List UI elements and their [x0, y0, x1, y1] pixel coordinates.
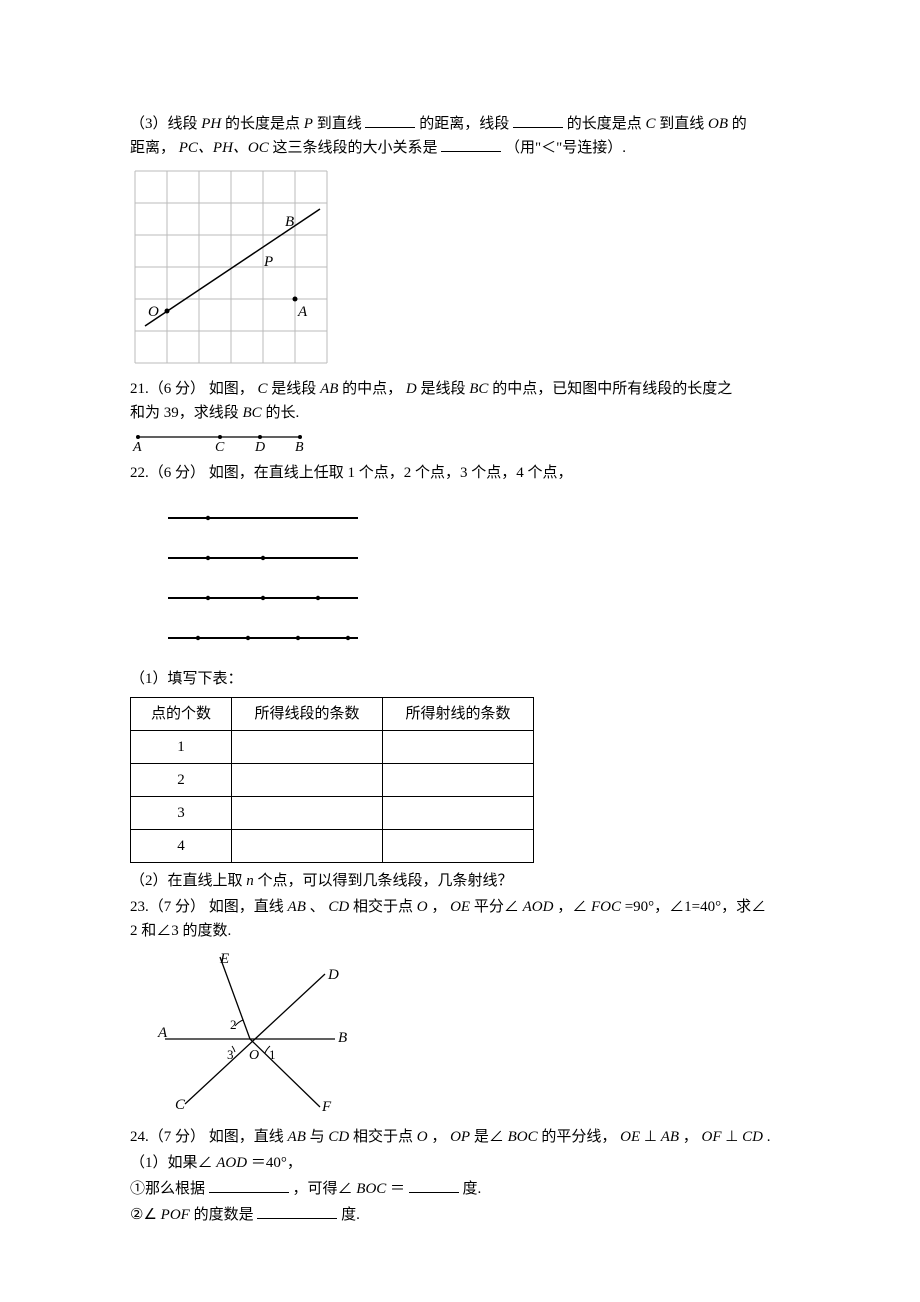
q21: 21.（6 分） 如图， C 是线段 AB 的中点， D 是线段 BC 的中点，… — [130, 377, 790, 425]
col-segments: 所得线段的条数 — [232, 698, 383, 731]
angle-figure: E D A B C F O 2 3 1 — [130, 949, 790, 1119]
label-O: O — [148, 304, 159, 320]
blank-line2[interactable] — [513, 112, 563, 128]
text: 的 — [732, 116, 747, 132]
text: 的中点， — [342, 381, 402, 397]
segs: PC、PH、OC — [179, 140, 269, 156]
text: 的长度是点 — [225, 116, 300, 132]
svg-text:A: A — [157, 1025, 168, 1041]
blank-pof[interactable] — [257, 1203, 337, 1219]
q24-1-i: ①那么根据 ，可得∠ BOC ＝ 度. — [130, 1177, 790, 1201]
q22a: （1）填写下表： — [130, 667, 790, 691]
text: 距离， — [130, 140, 175, 156]
svg-text:O: O — [249, 1048, 259, 1063]
text: 个点，可以得到几条线段，几条射线？ — [258, 873, 513, 889]
qnum: 24.（7 分） — [130, 1129, 205, 1145]
row-3-pts: 3 — [131, 797, 232, 830]
col-points: 点的个数 — [131, 698, 232, 731]
count-table: 点的个数 所得线段的条数 所得射线的条数 1 2 3 4 — [130, 697, 534, 863]
qnum: 21.（6 分） — [130, 381, 205, 397]
svg-text:E: E — [219, 951, 229, 967]
text: 如图，直线 — [209, 899, 284, 915]
D: D — [406, 381, 417, 397]
text: 到直线 — [659, 116, 704, 132]
svg-text:F: F — [321, 1099, 332, 1115]
text: （用"＜"号连接）. — [505, 140, 626, 156]
q22: 22.（6 分） 如图，在直线上任取 1 个点，2 个点，3 个点，4 个点， — [130, 461, 790, 485]
q20c: （3）线段 PH 的长度是点 P 到直线 的距离，线段 的长度是点 C 到直线 … — [130, 112, 790, 160]
label-B: B — [285, 214, 294, 230]
text: 的长. — [265, 405, 299, 421]
AB: AB — [320, 381, 338, 397]
segment-figure: A C D B — [130, 431, 790, 455]
svg-text:D: D — [327, 967, 339, 983]
q22b: （2）在直线上取 n 个点，可以得到几条线段，几条射线？ — [130, 869, 790, 893]
pt-P: P — [304, 116, 313, 132]
text: （2）在直线上取 — [130, 873, 243, 889]
blank-order[interactable] — [441, 136, 501, 152]
row-4-pts: 4 — [131, 830, 232, 863]
pt-C: C — [646, 116, 656, 132]
qnum: 23.（7 分） — [130, 899, 205, 915]
q23: 23.（7 分） 如图，直线 AB 、 CD 相交于点 O ， OE 平分∠ A… — [130, 895, 790, 943]
row-1-pts: 1 — [131, 731, 232, 764]
svg-text:C: C — [215, 440, 225, 455]
label-P: P — [263, 254, 273, 270]
BC2: BC — [243, 405, 262, 421]
label-A: A — [297, 304, 308, 320]
C: C — [258, 381, 268, 397]
col-rays: 所得射线的条数 — [383, 698, 534, 731]
row-4-ray[interactable] — [383, 830, 534, 863]
blank-line1[interactable] — [365, 112, 415, 128]
svg-text:B: B — [338, 1030, 347, 1046]
row-4-seg[interactable] — [232, 830, 383, 863]
text: 这三条线段的大小关系是 — [273, 140, 438, 156]
qnum: 22.（6 分） — [130, 465, 205, 481]
svg-text:2: 2 — [230, 1017, 237, 1032]
row-2-ray[interactable] — [383, 764, 534, 797]
q24: 24.（7 分） 如图，直线 AB 与 CD 相交于点 O ， OP 是∠ BO… — [130, 1125, 790, 1149]
text: 是线段 — [421, 381, 466, 397]
svg-text:A: A — [132, 440, 142, 455]
n: n — [246, 873, 254, 889]
row-1-ray[interactable] — [383, 731, 534, 764]
svg-text:B: B — [295, 440, 304, 455]
text: 的距离，线段 — [419, 116, 509, 132]
seg-PH: PH — [201, 116, 221, 132]
lines-figure — [130, 491, 790, 661]
row-1-seg[interactable] — [232, 731, 383, 764]
BC: BC — [469, 381, 488, 397]
text: 如图，在直线上任取 1 个点，2 个点，3 个点，4 个点， — [209, 465, 573, 481]
row-2-seg[interactable] — [232, 764, 383, 797]
blank-reason[interactable] — [209, 1177, 289, 1193]
svg-text:3: 3 — [227, 1047, 234, 1062]
grid-figure: O A P B — [130, 166, 790, 371]
row-2-pts: 2 — [131, 764, 232, 797]
text: 和为 39，求线段 — [130, 405, 239, 421]
text: 是线段 — [271, 381, 316, 397]
row-3-seg[interactable] — [232, 797, 383, 830]
seg-OB: OB — [708, 116, 728, 132]
row-3-ray[interactable] — [383, 797, 534, 830]
svg-text:D: D — [254, 440, 265, 455]
svg-text:C: C — [175, 1097, 186, 1113]
svg-text:1: 1 — [269, 1047, 276, 1062]
text: 到直线 — [317, 116, 362, 132]
text: （3）线段 — [130, 116, 198, 132]
text: 如图， — [209, 381, 254, 397]
text: 的中点，已知图中所有线段的长度之 — [492, 381, 732, 397]
q24-1: （1）如果∠ AOD ＝40°， — [130, 1151, 790, 1175]
blank-boc[interactable] — [409, 1177, 459, 1193]
q24-1-ii: ②∠ POF 的度数是 度. — [130, 1203, 790, 1227]
text: 的长度是点 — [567, 116, 642, 132]
